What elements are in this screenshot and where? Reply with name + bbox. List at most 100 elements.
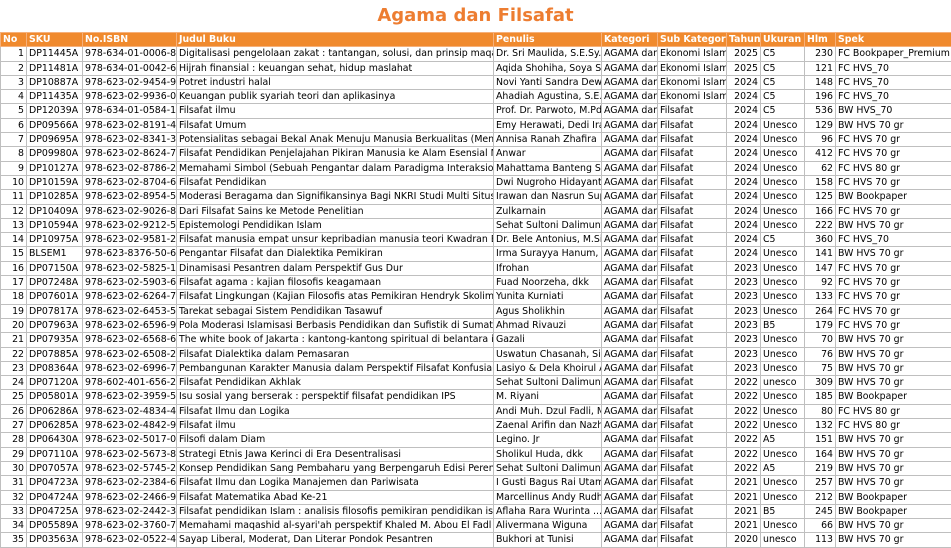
cell: Filsafat xyxy=(658,490,727,504)
cell: DP07601A xyxy=(27,290,83,304)
cell: Filsafat xyxy=(658,447,727,461)
cell: AGAMA dan xyxy=(602,404,658,418)
cell: 2024 xyxy=(727,90,761,104)
cell: Filsafat Umum xyxy=(177,118,494,132)
cell: Uswatun Chasanah, Sigit xyxy=(494,347,602,361)
column-header: Tahun xyxy=(727,33,761,47)
cell: DP06285A xyxy=(27,419,83,433)
cell: 978-623-02-5017-0 xyxy=(83,433,177,447)
cell: Filsafat xyxy=(658,290,727,304)
cell: A5 xyxy=(761,461,805,475)
cell: DP05589A xyxy=(27,519,83,533)
cell: 2022 xyxy=(727,376,761,390)
cell: DP11435A xyxy=(27,90,83,104)
cell: 12 xyxy=(1,204,27,218)
cell: 2024 xyxy=(727,104,761,118)
cell: Filsafat xyxy=(658,175,727,189)
cell: Novi Yanti Sandra Dewi, xyxy=(494,75,602,89)
cell: Dr. Sri Maulida, S.E.Sy., M xyxy=(494,47,602,61)
cell: FC HVS 70 gr xyxy=(836,175,951,189)
cell: AGAMA dan xyxy=(602,218,658,232)
cell: DP10159A xyxy=(27,175,83,189)
cell: DP07885A xyxy=(27,347,83,361)
cell: 412 xyxy=(805,147,836,161)
cell: C5 xyxy=(761,61,805,75)
cell: Unesco xyxy=(761,204,805,218)
cell: Potensialitas sebagai Bekal Anak Menuju … xyxy=(177,133,494,147)
cell: 978-623-02-8624-7 xyxy=(83,147,177,161)
cell: 978-623-8376-50-6 xyxy=(83,247,177,261)
cell: 185 xyxy=(805,390,836,404)
cell: C5 xyxy=(761,90,805,104)
cell: FC HVS_70 xyxy=(836,90,951,104)
cell: BW Bookpaper xyxy=(836,504,951,518)
cell: 35 xyxy=(1,533,27,547)
cell: I Gusti Bagus Rai Utama xyxy=(494,476,602,490)
cell: Filsafat xyxy=(658,276,727,290)
cell: Filsafat manusia empat unsur kepribadian… xyxy=(177,233,494,247)
cell: 133 xyxy=(805,290,836,304)
cell: 21 xyxy=(1,333,27,347)
cell: 222 xyxy=(805,218,836,232)
cell: Memahami maqashid al-syari'ah perspektif… xyxy=(177,519,494,533)
cell: 978-602-401-656-2 xyxy=(83,376,177,390)
cell: 219 xyxy=(805,461,836,475)
cell: DP07120A xyxy=(27,376,83,390)
cell: 80 xyxy=(805,404,836,418)
cell: Filsafat xyxy=(658,233,727,247)
cell: C5 xyxy=(761,75,805,89)
cell: 2025 xyxy=(727,61,761,75)
cell: Epistemologi Pendidikan Islam xyxy=(177,218,494,232)
cell: Zaenal Arifin dan Nazhir xyxy=(494,419,602,433)
cell: Filsafat Ilmu dan Logika Manajemen dan P… xyxy=(177,476,494,490)
cell: DP10594A xyxy=(27,218,83,232)
cell: DP06430A xyxy=(27,433,83,447)
cell: Yunita Kurniati xyxy=(494,290,602,304)
cell: Unesco xyxy=(761,404,805,418)
cell: Gazali xyxy=(494,333,602,347)
cell: Anwar xyxy=(494,147,602,161)
cell: AGAMA dan xyxy=(602,118,658,132)
cell: 978-623-02-9026-8 xyxy=(83,204,177,218)
cell: Ekonomi Islam xyxy=(658,90,727,104)
cell: 264 xyxy=(805,304,836,318)
cell: AGAMA dan xyxy=(602,419,658,433)
cell: Unesco xyxy=(761,361,805,375)
cell: 62 xyxy=(805,161,836,175)
cell: Filsafat xyxy=(658,304,727,318)
cell: Sholikul Huda, dkk xyxy=(494,447,602,461)
cell: 166 xyxy=(805,204,836,218)
cell: AGAMA dan xyxy=(602,75,658,89)
cell: FC HVS 70 gr xyxy=(836,318,951,332)
cell: AGAMA dan xyxy=(602,347,658,361)
cell: Filsafat xyxy=(658,361,727,375)
cell: Filsafat xyxy=(658,461,727,475)
cell: 978-623-02-8191-4 xyxy=(83,118,177,132)
cell: Unesco xyxy=(761,490,805,504)
cell: 75 xyxy=(805,361,836,375)
cell: Memahami Simbol (Sebuah Pengantar dalam … xyxy=(177,161,494,175)
cell: FC HVS_70 xyxy=(836,233,951,247)
cell: Dari Filsafat Sains ke Metode Penelitian xyxy=(177,204,494,218)
cell: Sehat Sultoni Dalimunth xyxy=(494,461,602,475)
cell: AGAMA dan xyxy=(602,318,658,332)
cell: 76 xyxy=(805,347,836,361)
cell: AGAMA dan xyxy=(602,261,658,275)
cell: FC Bookpaper_Premium xyxy=(836,47,951,61)
cell: FC HVS 70 gr xyxy=(836,204,951,218)
cell: AGAMA dan xyxy=(602,104,658,118)
cell: 151 xyxy=(805,433,836,447)
cell: Unesco xyxy=(761,519,805,533)
cell: 34 xyxy=(1,519,27,533)
cell: Isu sosial yang berserak : perspektif fi… xyxy=(177,390,494,404)
